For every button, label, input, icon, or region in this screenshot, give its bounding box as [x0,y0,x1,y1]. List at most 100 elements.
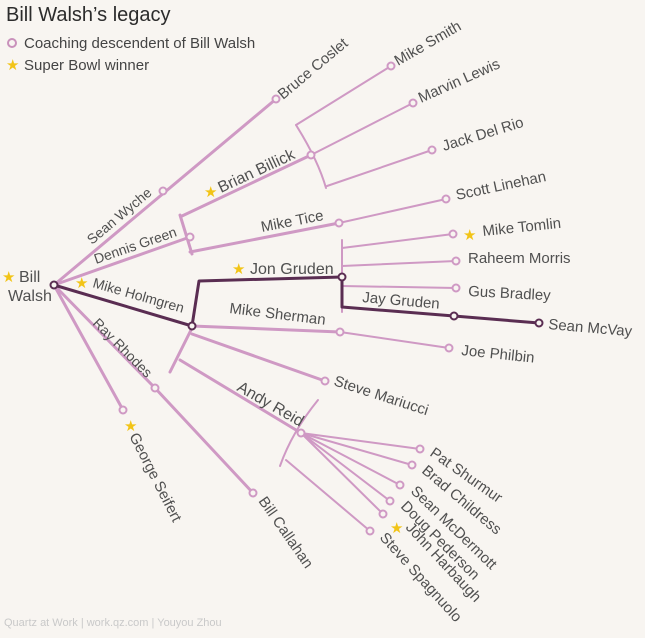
edge-raheem-morris [341,260,457,267]
bracket-billick [295,124,327,189]
edge-bill-callahan [153,386,255,495]
legend-descendant: Coaching descendent of Bill Walsh [6,35,255,52]
legend-descendant-label: Coaching descendent of Bill Walsh [24,35,256,52]
edge-sean-mcdermott [300,432,401,486]
node-sean-mcvay [534,318,544,328]
bracket-reid [279,399,319,467]
ring-marker-icon [6,35,18,52]
edge-mike-tomlin [341,233,454,249]
label-scott-linehan: Scott Linehan [454,168,547,204]
node-sean-mcdermott [395,480,405,490]
node-steve-mariucci [320,376,330,386]
label-brian-billick: Brian Billick [216,146,299,197]
star-icon: ★ [75,275,88,292]
edge-marvin-lewis [310,102,414,156]
node-mike-smith [386,61,396,71]
node-john-harbaugh [378,509,388,519]
label-mike-smith: Mike Smith [392,18,465,70]
edge-pat-shurmur [300,432,421,450]
label-andy-reid: Andy Reid [234,379,306,431]
node-scott-linehan [441,194,451,204]
first-generation-branches [52,97,342,495]
node-mike-tice [334,218,344,228]
star-icon: ★ [232,261,245,278]
edge-brad-childress [300,432,413,466]
edge-mike-tice [188,221,341,254]
label-bill-walsh-line2: Walsh [8,288,52,305]
edge-scott-linehan [338,198,447,224]
node-mike-holmgren [187,321,197,331]
node-markers [118,61,461,536]
star-icon: ★ [204,184,217,201]
node-george-seifert [118,405,128,415]
edge-brian-billick [180,153,313,218]
node-raheem-morris [451,256,461,266]
label-bill-callahan: Bill Callahan [255,494,317,572]
source-credit: Quartz at Work | work.qz.com | Youyou Zh… [4,617,222,629]
edge-george-seifert [52,283,125,412]
node-pat-shurmur [415,444,425,454]
node-bill-callahan [248,488,258,498]
label-mike-tomlin: Mike Tomlin [482,215,562,240]
bracket-holmgren [168,324,195,374]
edge-gus-bradley [341,285,457,289]
star-icon: ★ [124,418,137,435]
super-bowl-stars: ★ ★ ★ ★ ★ ★ ★ [2,184,476,537]
star-icon: ★ [6,57,20,74]
node-dennis-green [185,232,195,242]
legend-winner: ★ Super Bowl winner [6,57,149,74]
label-gus-bradley: Gus Bradley [468,283,552,304]
node-joe-philbin [444,343,454,353]
edge-dennis-green [52,235,192,287]
bracket-dennis-green [178,213,194,256]
label-raheem-morris: Raheem Morris [468,250,571,267]
edge-gruden-mcvay [190,275,541,328]
label-joe-philbin: Joe Philbin [461,342,536,367]
label-sean-mcvay: Sean McVay [548,316,634,340]
node-gus-bradley [451,283,461,293]
highlighted-lineage [52,275,541,328]
page-title: Bill Walsh’s legacy [6,4,171,26]
legend-winner-label: Super Bowl winner [24,57,150,74]
node-brad-childress [407,460,417,470]
edge-andy-reid [178,358,303,435]
node-steve-spagnuolo [365,526,375,536]
label-jay-gruden: Jay Gruden [362,289,441,313]
node-jack-del-rio [427,145,437,155]
label-jack-del-rio: Jack Del Rio [440,114,525,155]
node-marvin-lewis [408,98,418,108]
node-mike-tomlin [448,229,458,239]
star-icon: ★ [2,269,15,286]
label-george-seifert: George Seifert [125,430,185,525]
node-jay-gruden [449,311,459,321]
node-bruce-coslet [271,94,281,104]
label-bill-walsh-line1: Bill [19,269,40,286]
node-brian-billick [306,150,316,160]
label-jon-gruden: Jon Gruden [250,261,334,278]
node-bill-walsh [49,280,59,290]
node-sean-wyche [158,186,168,196]
node-andy-reid [296,428,306,438]
edge-jack-del-rio [326,149,433,187]
edge-ray-rhodes [52,283,157,390]
edge-mike-sherman [190,324,342,334]
edge-john-harbaugh [300,432,384,515]
star-icon: ★ [463,227,476,244]
label-steve-mariucci: Steve Mariucci [332,373,431,420]
edge-mike-holmgren [52,283,194,328]
edge-mike-smith [295,65,392,126]
edge-joe-philbin [339,331,450,349]
label-mike-sherman: Mike Sherman [229,300,327,329]
label-bruce-coslet: Bruce Coslet [275,34,352,103]
node-mike-sherman [335,327,345,337]
label-marvin-lewis: Marvin Lewis [416,56,503,107]
node-ray-rhodes [150,383,160,393]
highlight-node-markers [49,272,544,331]
edge-steve-spagnuolo [285,459,371,532]
star-icon: ★ [390,520,403,537]
node-doug-pederson [385,496,395,506]
edge-doug-pederson [300,432,391,502]
edge-steve-mariucci [190,332,327,383]
node-jon-gruden [337,272,347,282]
